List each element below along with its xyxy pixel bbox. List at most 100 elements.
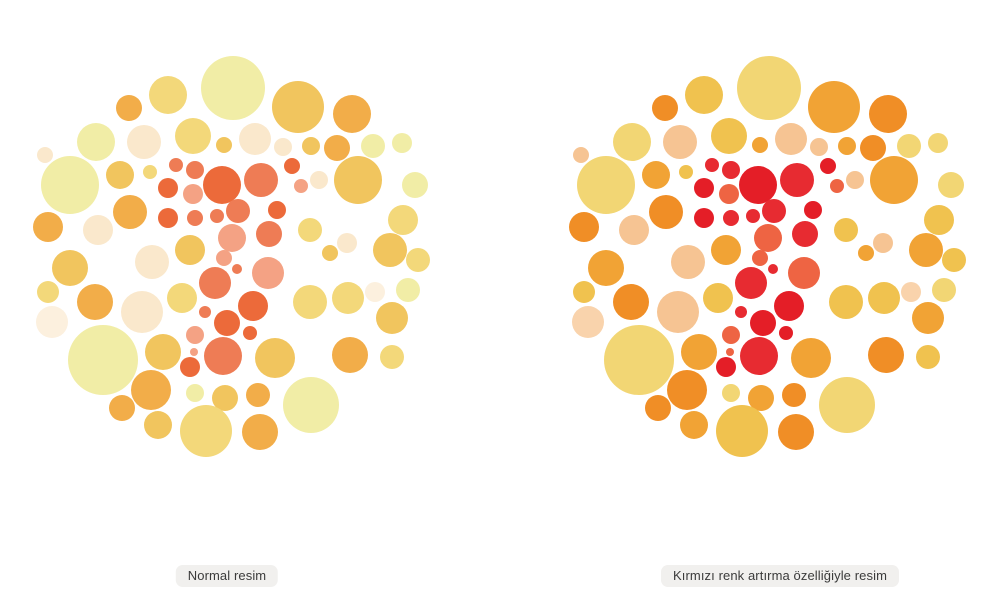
plate-dot (186, 384, 204, 402)
plate-dot (645, 395, 671, 421)
plate-dot (779, 326, 793, 340)
plate-dot (649, 195, 683, 229)
plate-dot (144, 411, 172, 439)
plate-dot (396, 278, 420, 302)
plate-dot (294, 179, 308, 193)
plate-dot (238, 291, 268, 321)
plate-dot (739, 166, 777, 204)
plate-dot (37, 281, 59, 303)
plate-dot (613, 123, 651, 161)
plate-dot (685, 76, 723, 114)
plate-dot (716, 357, 736, 377)
plate-dot (774, 291, 804, 321)
plate-dot (711, 118, 747, 154)
plate-dot (216, 250, 232, 266)
plate-dot (869, 95, 907, 133)
plate-dot (109, 395, 135, 421)
plate-dot (218, 224, 246, 252)
plate-dot (167, 283, 197, 313)
plate-dot (873, 233, 893, 253)
plate-dot (284, 158, 300, 174)
plate-dot (246, 383, 270, 407)
plate-dot (694, 178, 714, 198)
plate-dot (332, 337, 368, 373)
plate-dot (932, 278, 956, 302)
plate-dot (37, 147, 53, 163)
plate-dot (829, 285, 863, 319)
plate-dot (302, 137, 320, 155)
plate-dot (239, 123, 271, 155)
plate-dot (226, 199, 250, 223)
plate-dot (613, 284, 649, 320)
plate-dot (145, 334, 181, 370)
plate-dot (127, 125, 161, 159)
plate-dot (722, 326, 740, 344)
plate-dot (36, 306, 68, 338)
plate-dot (860, 135, 886, 161)
plate-dot (642, 161, 670, 189)
plate-dot (310, 171, 328, 189)
plate-dot (256, 221, 282, 247)
plate-dot (782, 383, 806, 407)
plate-dot (337, 233, 357, 253)
plate-dot (365, 282, 385, 302)
plate-dot (838, 137, 856, 155)
plate-dot (216, 137, 232, 153)
plate-dot (121, 291, 163, 333)
ishihara-plate-red-enhanced (569, 56, 966, 457)
plate-dot (158, 178, 178, 198)
plate-dot (604, 325, 674, 395)
plate-dot (680, 411, 708, 439)
plate-dot (332, 282, 364, 314)
plate-dot (748, 385, 774, 411)
plate-dot (928, 133, 948, 153)
plate-dot (897, 134, 921, 158)
plate-dot (77, 123, 115, 161)
plate-dot (83, 215, 113, 245)
plate-dot (244, 163, 278, 197)
plate-dot (703, 283, 733, 313)
plate-dot (293, 285, 327, 319)
plate-dot (203, 166, 241, 204)
plate-dot (938, 172, 964, 198)
plate-dot (870, 156, 918, 204)
plate-dot (201, 56, 265, 120)
plate-dot (735, 306, 747, 318)
plate-dot (768, 264, 778, 274)
plate-dot (175, 118, 211, 154)
plate-dot (723, 210, 739, 226)
plate-dot (780, 163, 814, 197)
plate-dot (210, 209, 224, 223)
plate-dot (268, 201, 286, 219)
plate-dot (298, 218, 322, 242)
plate-dot (694, 208, 714, 228)
plate-dot (169, 158, 183, 172)
plate-dot (808, 81, 860, 133)
plate-dot (788, 257, 820, 289)
plate-dot (190, 348, 198, 356)
plate-dot (324, 135, 350, 161)
plate-dot (722, 161, 740, 179)
plate-dot (924, 205, 954, 235)
plate-dot (149, 76, 187, 114)
plate-dot (722, 384, 740, 402)
plate-dot (334, 156, 382, 204)
plate-dot (116, 95, 142, 121)
plate-dot (846, 171, 864, 189)
plate-dot (41, 156, 99, 214)
plate-dot (681, 334, 717, 370)
plate-dot (392, 133, 412, 153)
plate-dot (752, 250, 768, 266)
plate-dot (361, 134, 385, 158)
caption-normal: Normal resim (175, 565, 279, 587)
plate-dot (175, 235, 205, 265)
plate-dot (33, 212, 63, 242)
plate-dot (834, 218, 858, 242)
plate-dot (909, 233, 943, 267)
plate-dot (868, 282, 900, 314)
plate-dot (573, 147, 589, 163)
plate-dot (657, 291, 699, 333)
plate-dot (242, 414, 278, 450)
plate-dot (588, 250, 624, 286)
